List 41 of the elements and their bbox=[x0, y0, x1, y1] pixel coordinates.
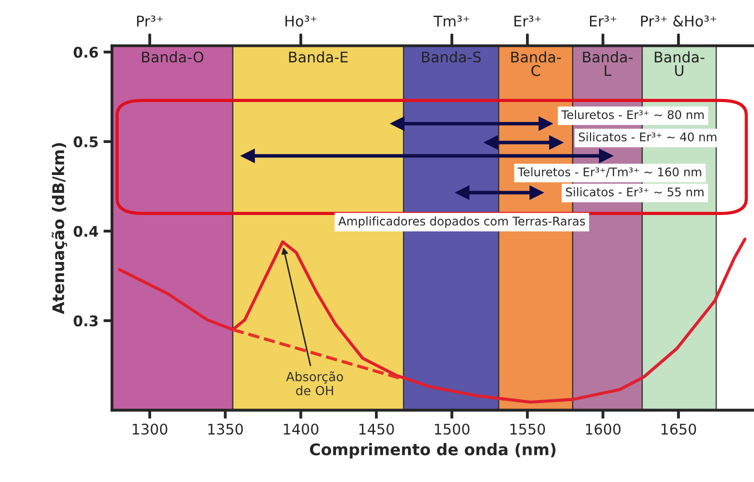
x-tick-label: 1400 bbox=[284, 424, 318, 435]
y-axis-title: Atenuação (dB/km) bbox=[52, 143, 68, 314]
x-tick-label: 1500 bbox=[434, 424, 470, 435]
annotation: Ho³⁺ bbox=[286, 16, 317, 27]
annotation: Silicatos - Er³⁺ ~ 40 nm bbox=[578, 132, 716, 142]
x-tick-label: 1650 bbox=[662, 424, 696, 435]
line-series bbox=[118, 238, 746, 404]
annotation: Er³⁺ bbox=[590, 16, 616, 26]
x-tick-label: 1550 bbox=[510, 424, 545, 435]
point bbox=[599, 148, 613, 163]
annotation: Absorção de OH bbox=[286, 371, 344, 396]
x-tick-label: 1350 bbox=[208, 424, 243, 435]
point bbox=[240, 148, 255, 163]
y-tick-label: 0.4 bbox=[74, 226, 98, 237]
annotation: Teluretos - Er³⁺/Tm³⁺ ~ 160 nm bbox=[518, 167, 702, 178]
band-label: Banda- U bbox=[654, 51, 704, 76]
point bbox=[530, 186, 544, 200]
point bbox=[484, 136, 498, 150]
x-tick-label: 1300 bbox=[132, 424, 168, 435]
band-label: Banda-E bbox=[289, 51, 348, 63]
y-tick-label: 0.6 bbox=[74, 46, 98, 58]
annotation: Er³⁺ bbox=[514, 16, 541, 26]
point bbox=[549, 136, 564, 150]
annotation: Amplificadores dopados com Terras-Raras bbox=[338, 216, 585, 228]
annotation: Pr³⁺ bbox=[137, 16, 163, 26]
band-label: Banda-S bbox=[422, 51, 481, 63]
band-label: Banda-O bbox=[142, 51, 204, 63]
point bbox=[538, 116, 552, 131]
point bbox=[390, 116, 404, 131]
y-tick-label: 0.3 bbox=[74, 315, 98, 326]
band-label: Banda- L bbox=[583, 51, 633, 76]
x-tick-label: 1600 bbox=[586, 424, 621, 435]
point bbox=[456, 186, 470, 200]
x-tick-label: 1450 bbox=[359, 424, 394, 435]
band-label: Banda- C bbox=[511, 51, 561, 76]
annotation: Teluretos - Er³⁺ ~ 80 nm bbox=[561, 110, 704, 120]
annotation: Silicatos - Er³⁺ ~ 55 nm bbox=[566, 187, 704, 196]
y-tick-label: 0.5 bbox=[74, 136, 98, 148]
annotation: Pr³⁺ &Ho³⁺ bbox=[641, 16, 716, 27]
annotation: Tm³⁺ bbox=[433, 16, 470, 26]
x-axis-title: Comprimento de onda (nm) bbox=[310, 443, 556, 459]
